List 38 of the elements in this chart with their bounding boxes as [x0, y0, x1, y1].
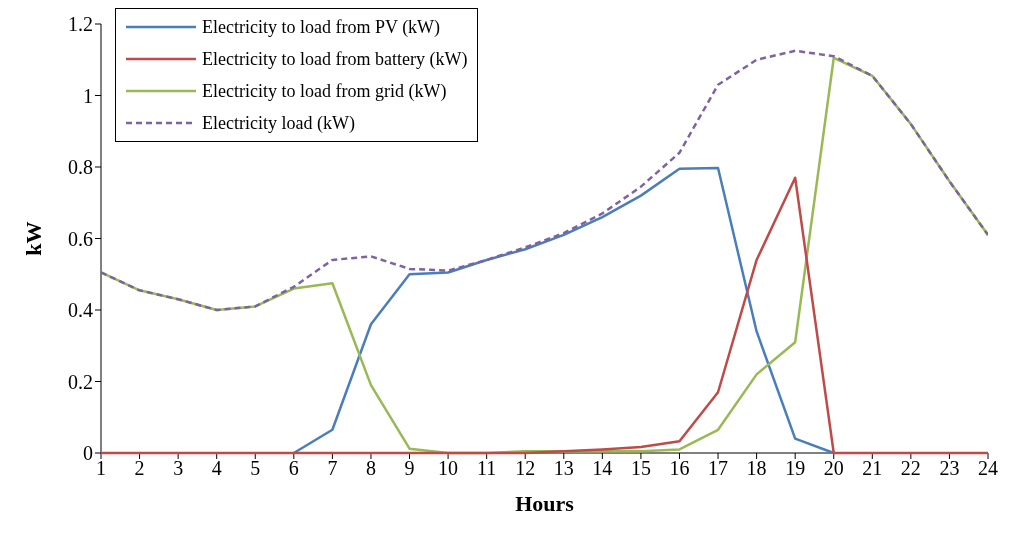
x-tick-label: 4: [211, 457, 222, 480]
x-tick-label: 23: [939, 457, 960, 480]
y-tick-label: 0.8: [68, 156, 93, 179]
x-tick-label: 13: [553, 457, 574, 480]
x-tick-label: 10: [438, 457, 459, 480]
x-tick-label: 15: [630, 457, 651, 480]
y-tick-label: 0.4: [68, 299, 93, 322]
x-tick-label: 17: [708, 457, 729, 480]
x-tick-label: 22: [900, 457, 921, 480]
x-tick-label: 21: [862, 457, 883, 480]
y-tick-label: 1.2: [68, 13, 93, 36]
line-series: [292, 166, 835, 455]
x-tick-label: 2: [134, 457, 145, 480]
x-tick-label: 11: [477, 457, 497, 480]
x-tick-label: 9: [404, 457, 415, 480]
legend-label: Electricity load (kW): [202, 112, 355, 134]
y-tick-label: 0: [83, 442, 93, 465]
x-tick-label: 3: [173, 457, 184, 480]
x-tick-label: 8: [365, 457, 376, 480]
y-tick-label: 0.6: [68, 227, 93, 250]
legend-label: Electricity to load from grid (kW): [202, 80, 447, 102]
x-tick-label: 19: [785, 457, 806, 480]
legend-label: Electricity to load from PV (kW): [202, 16, 441, 38]
y-tick-label: 0.2: [68, 370, 93, 393]
y-axis-title: kW: [20, 221, 46, 256]
x-tick-label: 24: [978, 457, 998, 480]
x-tick-label: 18: [746, 457, 767, 480]
y-tick-label: 1: [83, 84, 93, 107]
x-tick-label: 16: [669, 457, 690, 480]
x-tick-label: 5: [250, 457, 261, 480]
x-tick-label: 7: [327, 457, 338, 480]
x-tick-label: 12: [515, 457, 536, 480]
x-axis-title: Hours: [515, 491, 575, 516]
x-tick-label: 14: [592, 457, 613, 480]
x-tick-label: 6: [288, 457, 299, 480]
x-tick-label: 20: [823, 457, 844, 480]
legend-label: Electricity to load from battery (kW): [202, 48, 468, 70]
line-series: [101, 49, 988, 312]
